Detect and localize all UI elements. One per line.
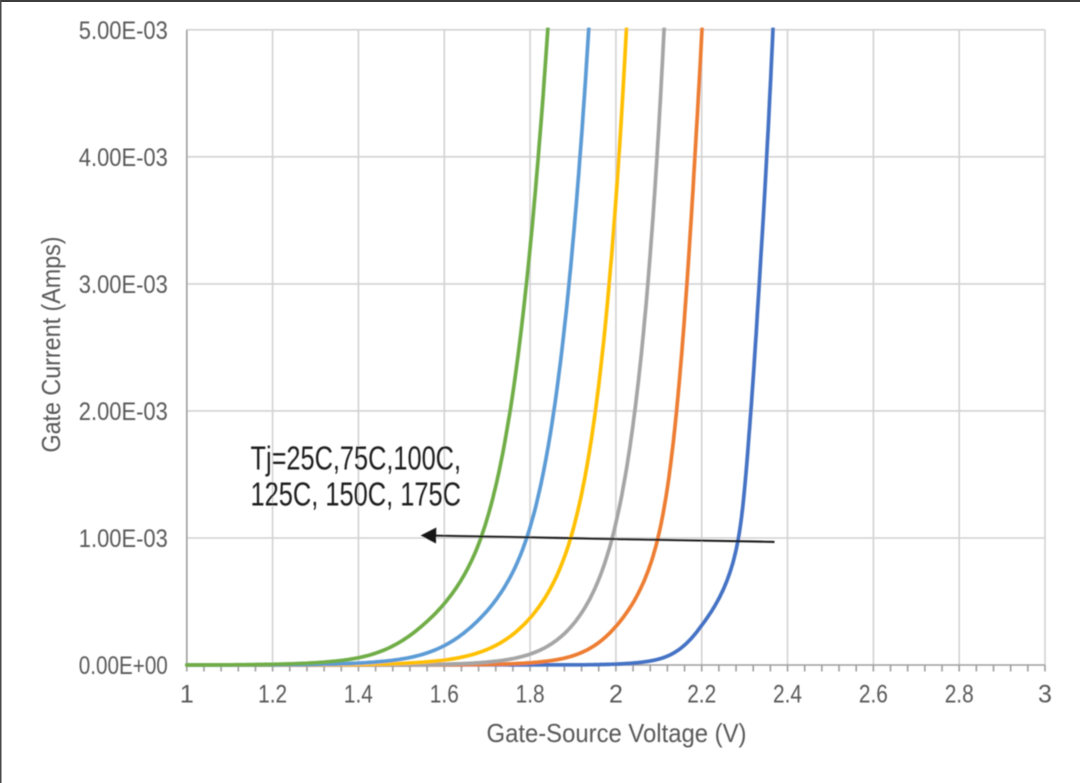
- svg-text:2.8: 2.8: [945, 681, 974, 709]
- svg-text:2.2: 2.2: [687, 681, 716, 709]
- svg-text:125C, 150C, 175C: 125C, 150C, 175C: [251, 476, 462, 513]
- svg-text:3.00E-03: 3.00E-03: [79, 271, 168, 299]
- svg-text:1.6: 1.6: [430, 681, 459, 709]
- svg-text:2: 2: [609, 681, 623, 709]
- svg-text:0.00E+00: 0.00E+00: [79, 652, 168, 680]
- svg-text:1.8: 1.8: [516, 681, 545, 709]
- svg-text:1.2: 1.2: [258, 681, 287, 709]
- svg-text:2.4: 2.4: [773, 681, 802, 709]
- svg-text:4.00E-03: 4.00E-03: [79, 144, 168, 172]
- svg-text:1.4: 1.4: [344, 681, 373, 709]
- svg-text:5.00E-03: 5.00E-03: [79, 17, 168, 45]
- svg-text:Gate-Source Voltage (V): Gate-Source Voltage (V): [487, 718, 747, 748]
- svg-text:1.00E-03: 1.00E-03: [79, 525, 168, 553]
- svg-text:3: 3: [1038, 681, 1052, 709]
- svg-text:2.6: 2.6: [859, 681, 888, 709]
- svg-text:1: 1: [180, 681, 194, 709]
- svg-text:2.00E-03: 2.00E-03: [79, 398, 168, 426]
- svg-text:Tj=25C,75C,100C,: Tj=25C,75C,100C,: [251, 439, 462, 476]
- svg-text:Gate Current (Amps): Gate Current (Amps): [36, 237, 66, 453]
